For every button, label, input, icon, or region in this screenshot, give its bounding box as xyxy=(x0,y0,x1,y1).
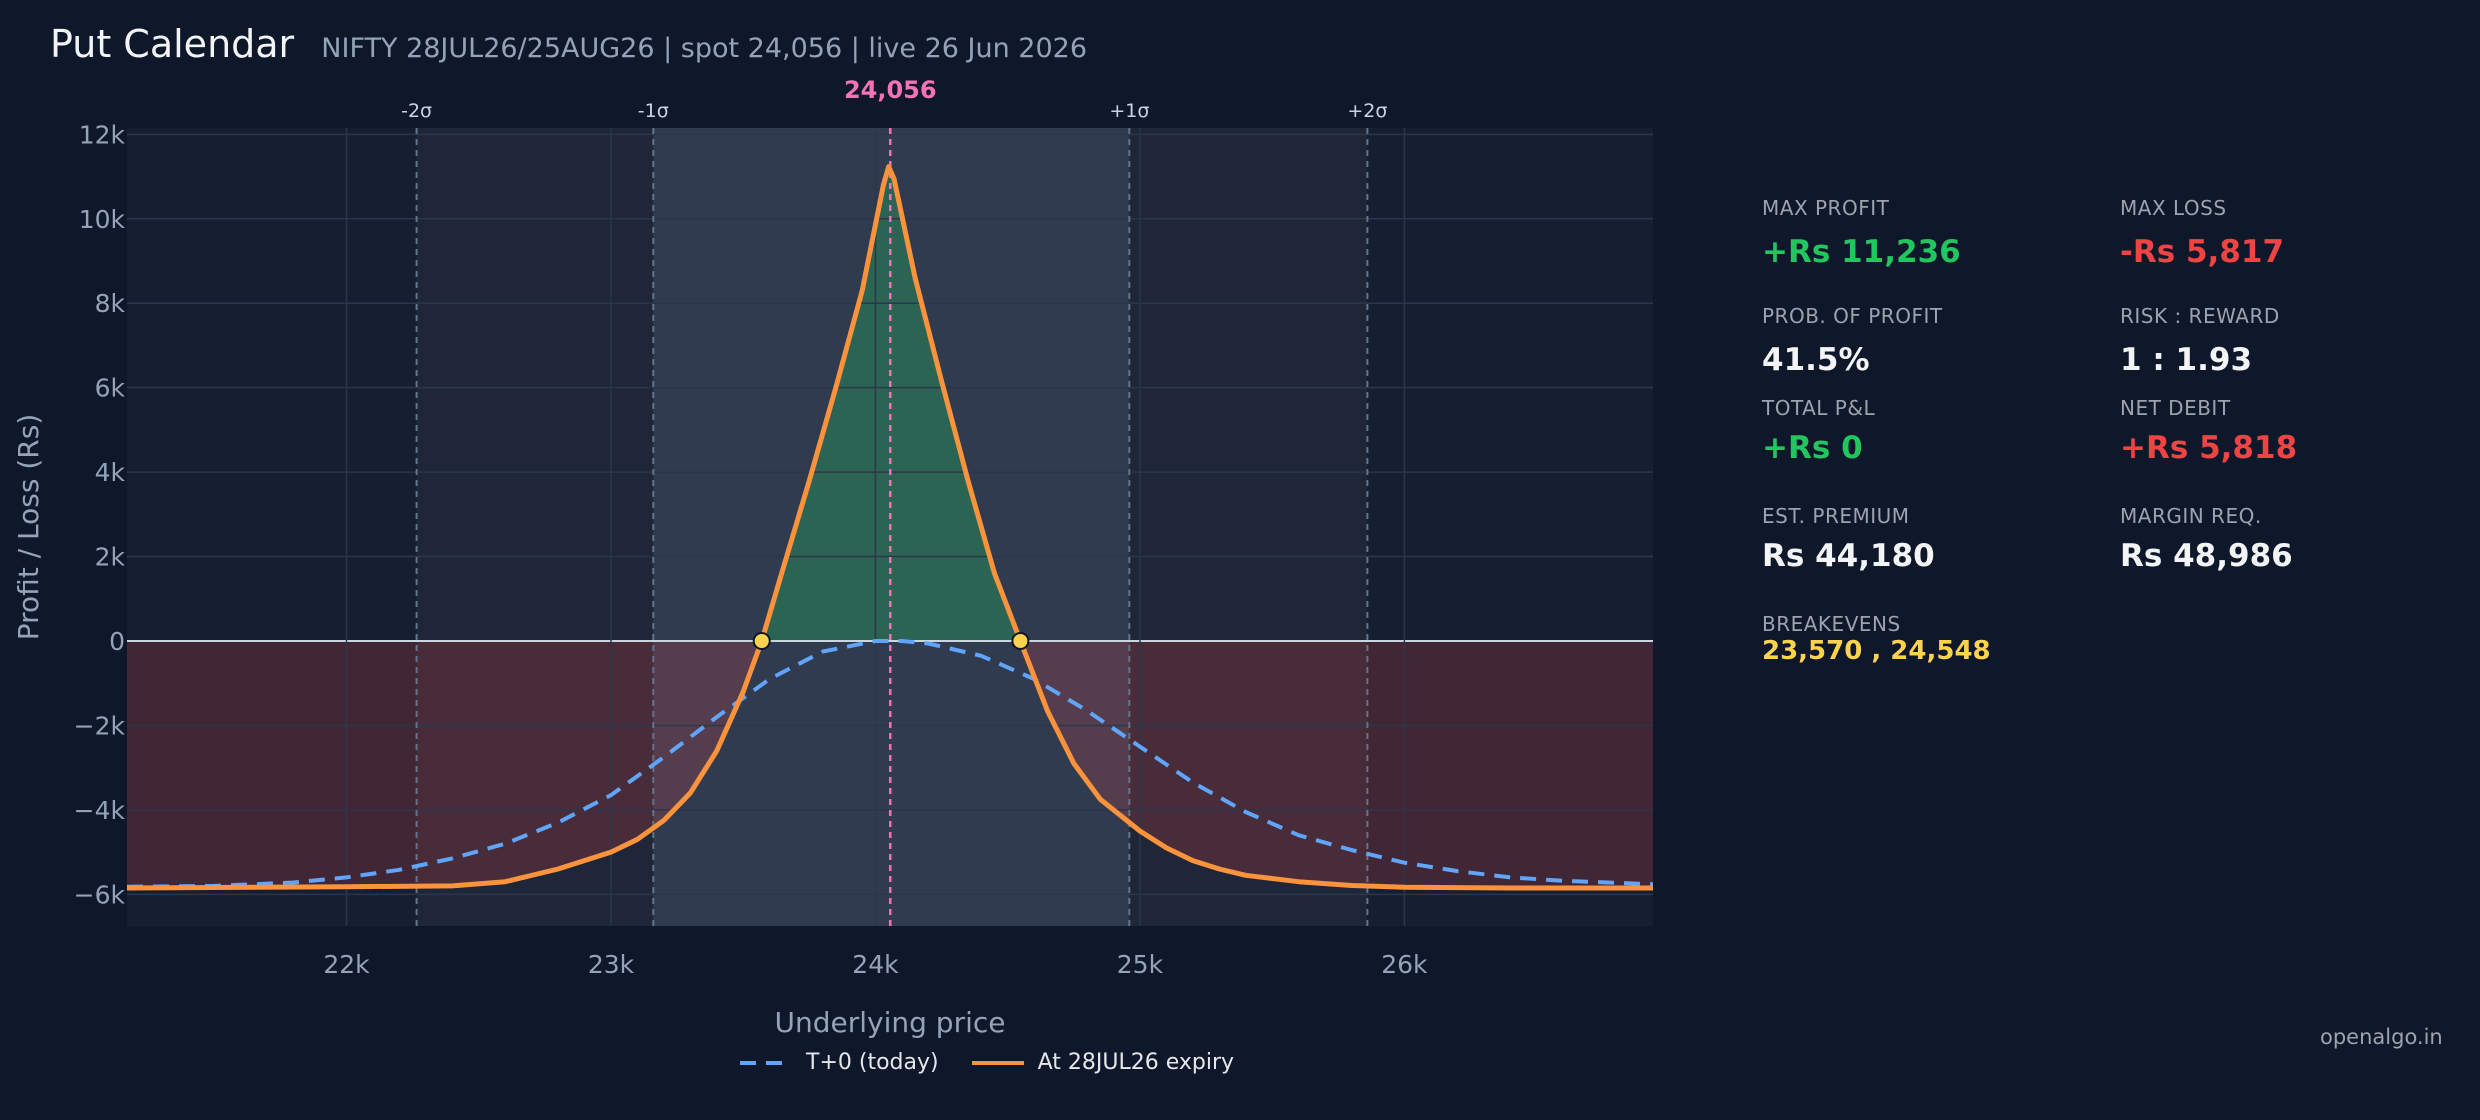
y-tick-label: 6k xyxy=(95,374,126,403)
y-tick-label: 8k xyxy=(95,289,126,318)
max-profit-value: +Rs 11,236 xyxy=(1762,234,1961,270)
series-lines xyxy=(127,164,1653,891)
legend-label-expiry: At 28JUL26 expiry xyxy=(1037,1050,1235,1075)
legend-item-t0: T+0 (today) xyxy=(738,1050,939,1075)
chart-title: Put Calendar xyxy=(50,22,295,66)
x-tick-label: 25k xyxy=(1117,950,1164,979)
stats-panel: MAX PROFIT +Rs 11,236 MAX LOSS -Rs 5,817… xyxy=(1762,0,2462,700)
risk-reward-value: 1 : 1.93 xyxy=(2120,342,2253,378)
y-tick-label: −4k xyxy=(74,796,126,825)
sigma-label: +1σ xyxy=(1109,100,1149,122)
margin-req-label: MARGIN REQ. xyxy=(2120,504,2262,528)
x-tick-label: 23k xyxy=(588,950,635,979)
x-tick-label: 24k xyxy=(852,950,899,979)
x-tick-label: 26k xyxy=(1381,950,1428,979)
net-debit-label: NET DEBIT xyxy=(2120,396,2231,420)
legend-swatch-t0 xyxy=(740,1060,792,1065)
breakevens-value: 23,570 , 24,548 xyxy=(1762,636,1991,666)
total-pnl-stat: TOTAL P&L +Rs 0 xyxy=(1762,396,1875,466)
payoff-chart: -2σ -1σ +1σ +2σ 24,056 12k 10k 8k 6k 4k 2k 0 −2k −4k… xyxy=(12,76,1653,1039)
breakevens-label: BREAKEVENS xyxy=(1762,612,1901,636)
gridlines xyxy=(127,128,1653,926)
est-premium-stat: EST. PREMIUM Rs 44,180 xyxy=(1762,504,1935,574)
risk-reward-label: RISK : REWARD xyxy=(2120,304,2280,328)
y-axis-label: Profit / Loss (Rs) xyxy=(12,414,45,640)
sigma-lines: -2σ -1σ +1σ +2σ 24,056 xyxy=(401,76,1387,926)
y-tick-label: 4k xyxy=(95,458,126,487)
prob-profit-stat: PROB. OF PROFIT 41.5% xyxy=(1762,304,1943,378)
max-loss-value: -Rs 5,817 xyxy=(2120,234,2285,270)
net-debit-stat: NET DEBIT +Rs 5,818 xyxy=(2120,396,2297,466)
max-profit-label: MAX PROFIT xyxy=(1762,196,1890,220)
breakeven-markers xyxy=(752,632,1030,650)
max-loss-stat: MAX LOSS -Rs 5,817 xyxy=(2120,196,2284,270)
total-pnl-value: +Rs 0 xyxy=(1762,430,1863,466)
max-profit-stat: MAX PROFIT +Rs 11,236 xyxy=(1762,196,1961,270)
risk-reward-stat: RISK : REWARD 1 : 1.93 xyxy=(2120,304,2280,378)
max-loss-label: MAX LOSS xyxy=(2120,196,2227,220)
breakeven-marker xyxy=(752,632,771,650)
chart-header: Put Calendar NIFTY 28JUL26/25AUG26 | spo… xyxy=(50,22,1087,66)
y-tick-label: 12k xyxy=(79,120,126,149)
chart-legend: T+0 (today) At 28JUL26 expiry xyxy=(738,1050,1258,1079)
est-premium-value: Rs 44,180 xyxy=(1762,538,1935,574)
spot-label: 24,056 xyxy=(844,76,937,104)
x-axis-label: Underlying price xyxy=(775,1006,1006,1039)
est-premium-label: EST. PREMIUM xyxy=(1762,504,1910,528)
legend-label-t0: T+0 (today) xyxy=(806,1050,939,1075)
y-tick-label: −2k xyxy=(74,711,126,740)
net-debit-value: +Rs 5,818 xyxy=(2120,430,2298,466)
prob-profit-label: PROB. OF PROFIT xyxy=(1762,304,1943,328)
prob-profit-value: 41.5% xyxy=(1762,342,1870,378)
brand-watermark: openalgo.in xyxy=(2320,1025,2443,1049)
loss-fill xyxy=(127,641,1653,888)
sigma-label: +2σ xyxy=(1347,100,1387,122)
breakeven-marker xyxy=(1011,632,1030,650)
y-tick-label: 0 xyxy=(109,627,125,656)
margin-req-stat: MARGIN REQ. Rs 48,986 xyxy=(2120,504,2293,574)
sigma-label: -2σ xyxy=(401,100,432,122)
axes: 12k 10k 8k 6k 4k 2k 0 −2k −4k −6k 22k 23k 24k 25k 26k U… xyxy=(12,120,1428,1039)
sigma-label: -1σ xyxy=(638,100,669,122)
legend-item-expiry: At 28JUL26 expiry xyxy=(970,1050,1234,1075)
series-t0-line xyxy=(127,639,1653,889)
x-tick-label: 22k xyxy=(323,950,370,979)
chart-subtitle: NIFTY 28JUL26/25AUG26 | spot 24,056 | li… xyxy=(321,33,1087,64)
margin-req-value: Rs 48,986 xyxy=(2120,538,2293,574)
breakevens-stat: BREAKEVENS 23,570 , 24,548 xyxy=(1762,612,1991,666)
y-tick-label: 2k xyxy=(95,543,126,572)
y-tick-label: −6k xyxy=(74,880,126,909)
legend-swatch-expiry xyxy=(971,1060,1024,1065)
total-pnl-label: TOTAL P&L xyxy=(1762,396,1876,420)
series-expiry-line xyxy=(127,164,1653,891)
y-tick-label: 10k xyxy=(79,205,126,234)
